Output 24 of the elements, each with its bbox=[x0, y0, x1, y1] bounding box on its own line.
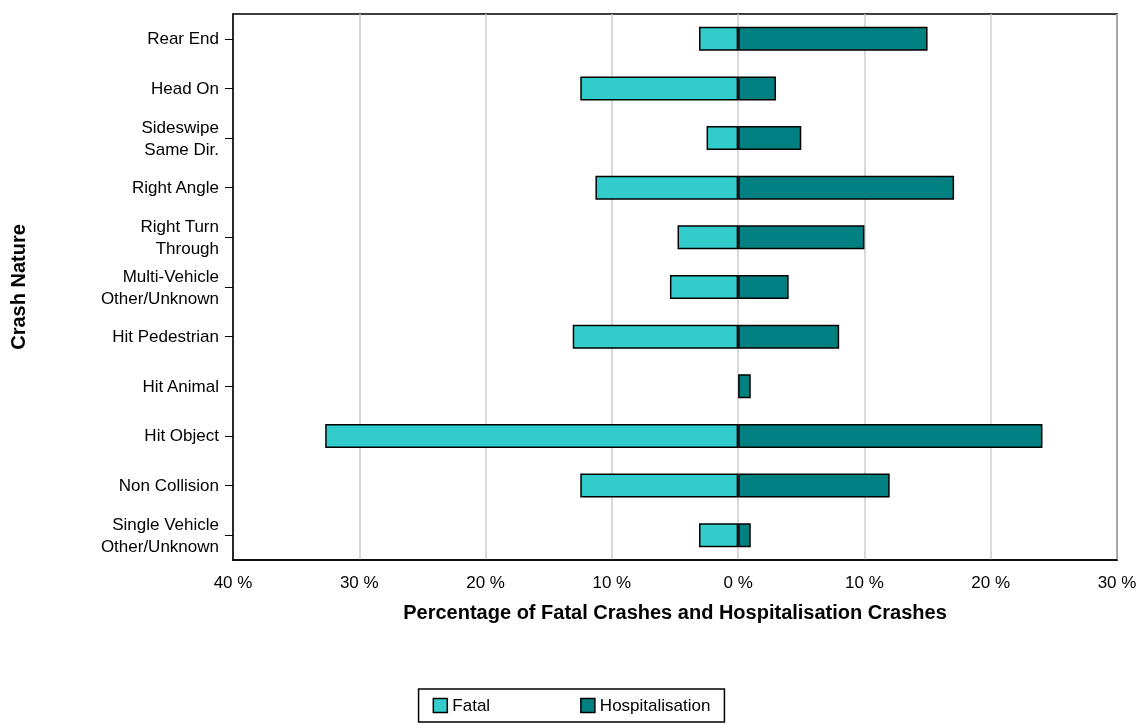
x-tick-label: 20 % bbox=[971, 573, 1011, 592]
y-tick-label: Single Vehicle Other/Unknown bbox=[100, 514, 219, 556]
x-tick-label: 10 % bbox=[845, 573, 884, 592]
y-tick-label: Right Angle bbox=[132, 178, 219, 198]
x-axis-title: Percentage of Fatal Crashes and Hospitalisation Crashes bbox=[403, 601, 947, 623]
x-tick-label: 0 % bbox=[723, 573, 753, 592]
x-tick-label: 30 % bbox=[339, 573, 379, 592]
bar bbox=[738, 374, 751, 399]
x-tick-label: 30 % bbox=[1097, 573, 1137, 592]
x-tick-label: 20 % bbox=[466, 573, 505, 592]
y-tick-label: Hit Pedestrian bbox=[112, 327, 219, 347]
x-tick-label: 10 % bbox=[592, 573, 632, 592]
y-tick-label: Head On bbox=[150, 78, 219, 98]
x-tick-label: 40 % bbox=[213, 573, 253, 592]
y-tick-label: Non Collision bbox=[118, 476, 219, 496]
y-tick-label: Hit Object bbox=[144, 426, 220, 446]
y-tick-label: Hit Animal bbox=[142, 376, 219, 396]
y-tick-label: Multi-Vehicle Other/Unknown bbox=[100, 266, 219, 308]
legend-label: Fatal bbox=[452, 696, 491, 715]
y-tick-label: Right Turn Through bbox=[140, 216, 219, 258]
y-tick-label: Sideswipe Same Dir. bbox=[141, 117, 219, 159]
y-tick-label: Rear End bbox=[147, 29, 219, 49]
y-axis-title: Crash Nature bbox=[7, 224, 29, 350]
legend-label: Hospitalisation bbox=[599, 696, 711, 715]
